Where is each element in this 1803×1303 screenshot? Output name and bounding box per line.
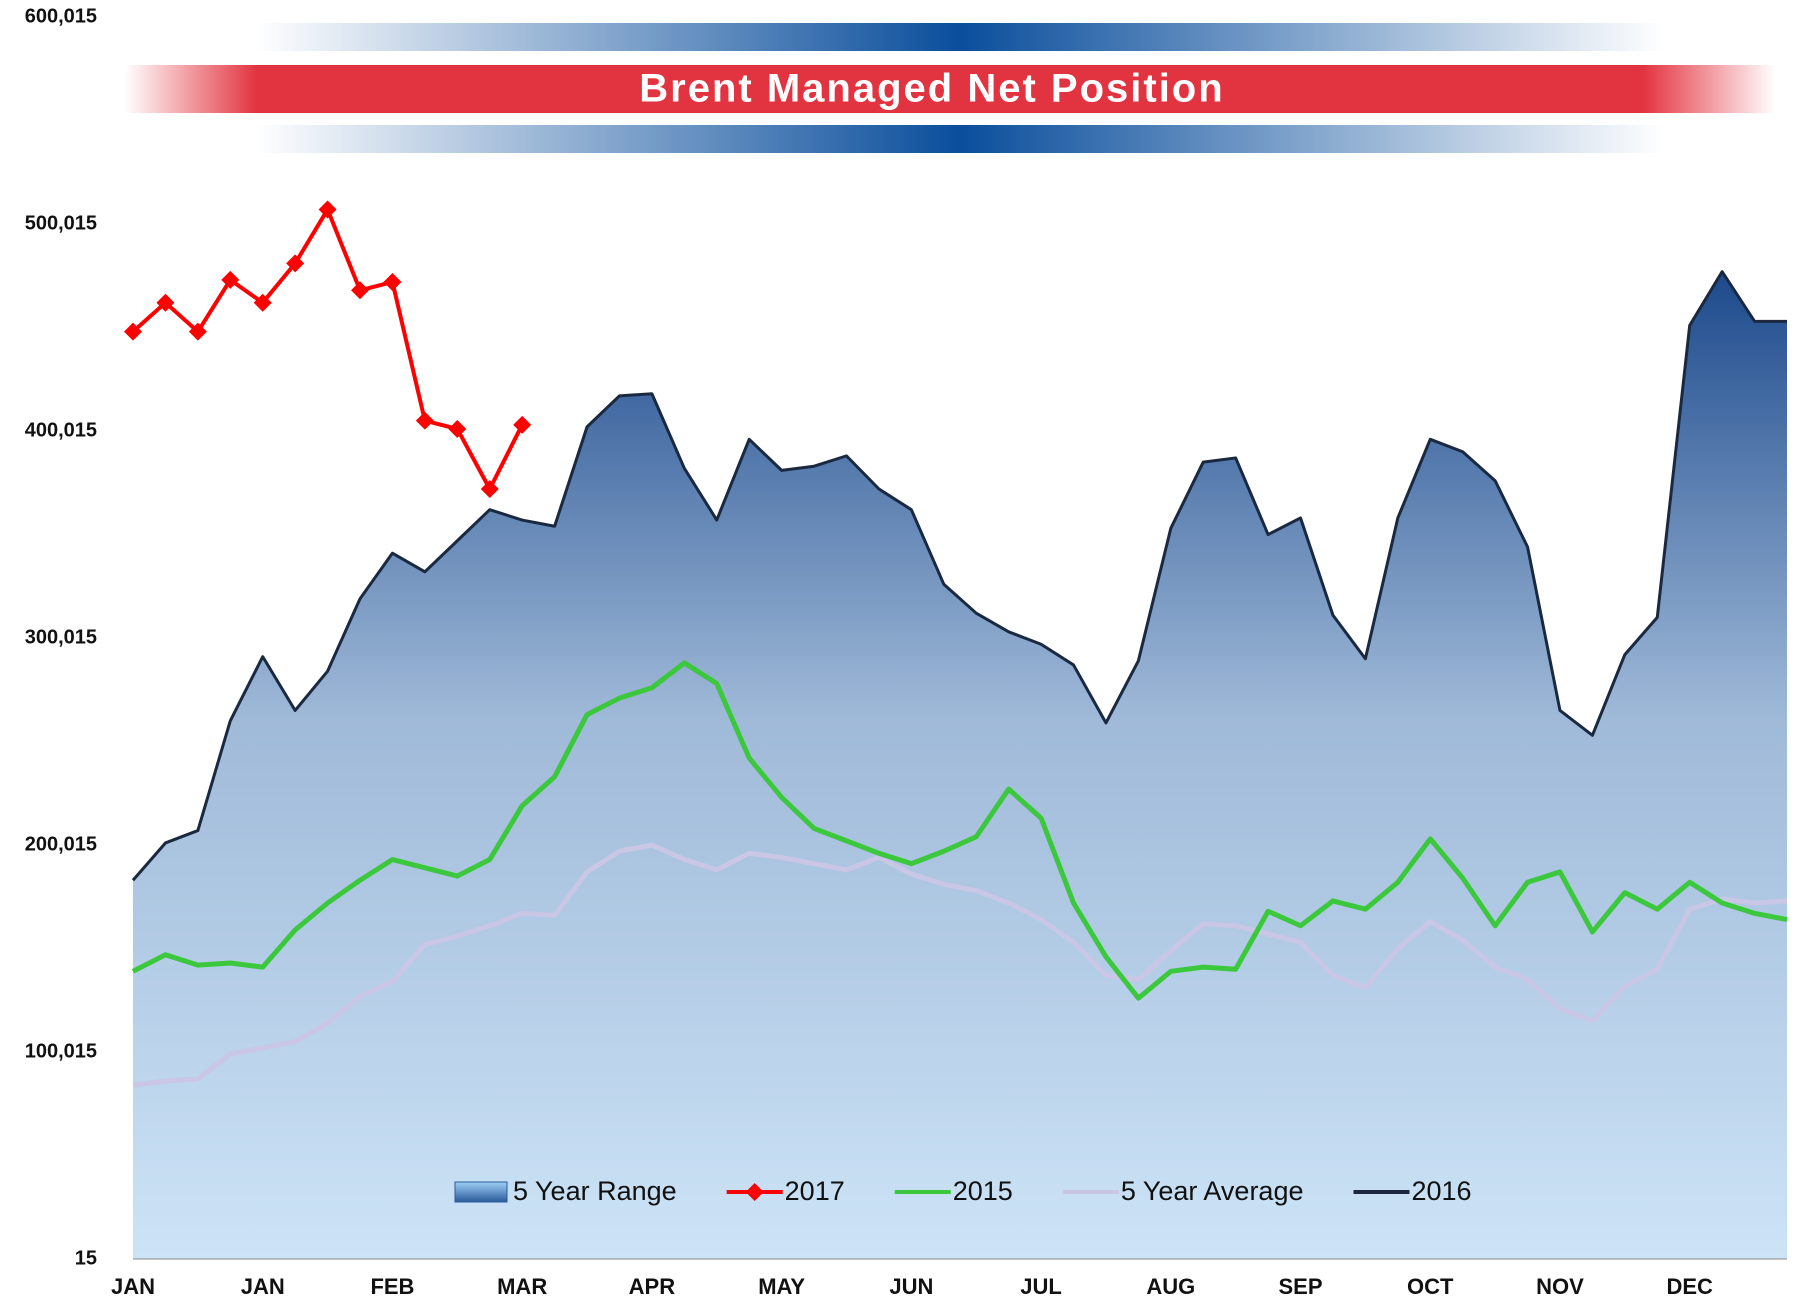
point-marker: [383, 272, 402, 291]
x-tick-label: FEB: [370, 1274, 414, 1299]
legend-swatch: [745, 1183, 764, 1201]
point-marker: [156, 293, 175, 312]
point-marker: [188, 322, 207, 341]
series-line: [131, 270, 1787, 882]
point-marker: [480, 479, 499, 498]
x-tick-label: DEC: [1666, 1274, 1713, 1299]
x-tick-label: NOV: [1536, 1274, 1584, 1299]
point-marker: [286, 254, 305, 273]
legend-label: 2016: [1411, 1176, 1471, 1206]
x-tick-label: OCT: [1407, 1274, 1454, 1299]
legend-label: 5 Year Range: [513, 1176, 677, 1206]
x-tick-label: MAY: [758, 1274, 805, 1299]
y-tick-label: 300,015: [25, 626, 97, 648]
series-line: [131, 207, 524, 491]
x-tick-label: SEP: [1279, 1274, 1323, 1299]
point-marker: [448, 419, 467, 438]
point-marker: [253, 293, 272, 312]
x-tick-label: MAR: [497, 1274, 547, 1299]
x-tick-label: JAN: [111, 1274, 155, 1299]
x-tick-label: APR: [629, 1274, 676, 1299]
y-tick-label: 100,015: [25, 1040, 97, 1062]
legend-swatch: [454, 1181, 508, 1203]
y-tick-label: 15: [75, 1247, 97, 1269]
legend-label: 2015: [953, 1176, 1013, 1206]
y-tick-label: 400,015: [25, 419, 97, 441]
y-tick-label: 200,015: [25, 833, 97, 855]
banner-stripe: [255, 23, 1665, 51]
series-line: [132, 842, 1788, 1088]
series-line: [131, 660, 1788, 1001]
legend-item: 2015: [894, 1176, 1013, 1206]
legend-label: 2017: [785, 1176, 845, 1206]
point-marker: [513, 415, 532, 434]
x-tick-label: JUL: [1020, 1274, 1062, 1299]
range-area: [133, 271, 1787, 1259]
title-banner: Brent Managed Net Position: [125, 23, 1775, 153]
point-marker: [221, 270, 240, 289]
legend-item: 2017: [726, 1176, 845, 1206]
point-marker: [415, 411, 434, 430]
legend-label: 5 Year Average: [1121, 1176, 1304, 1206]
x-tick-label: AUG: [1146, 1274, 1195, 1299]
legend-item: 5 Year Range: [454, 1176, 677, 1206]
point-marker: [351, 281, 370, 300]
y-tick-label: 500,015: [25, 212, 97, 234]
point-marker: [124, 322, 142, 341]
legend-item: 5 Year Average: [1062, 1176, 1304, 1206]
point-marker: [318, 200, 337, 219]
y-tick-label: 600,015: [25, 5, 97, 27]
x-tick-label: JUN: [889, 1274, 933, 1299]
chart-title: Brent Managed Net Position: [639, 67, 1224, 111]
legend-item: 2016: [1353, 1176, 1472, 1206]
banner-stripe: [125, 65, 1775, 113]
x-tick-label: JAN: [241, 1274, 285, 1299]
banner-stripe: [255, 125, 1665, 153]
